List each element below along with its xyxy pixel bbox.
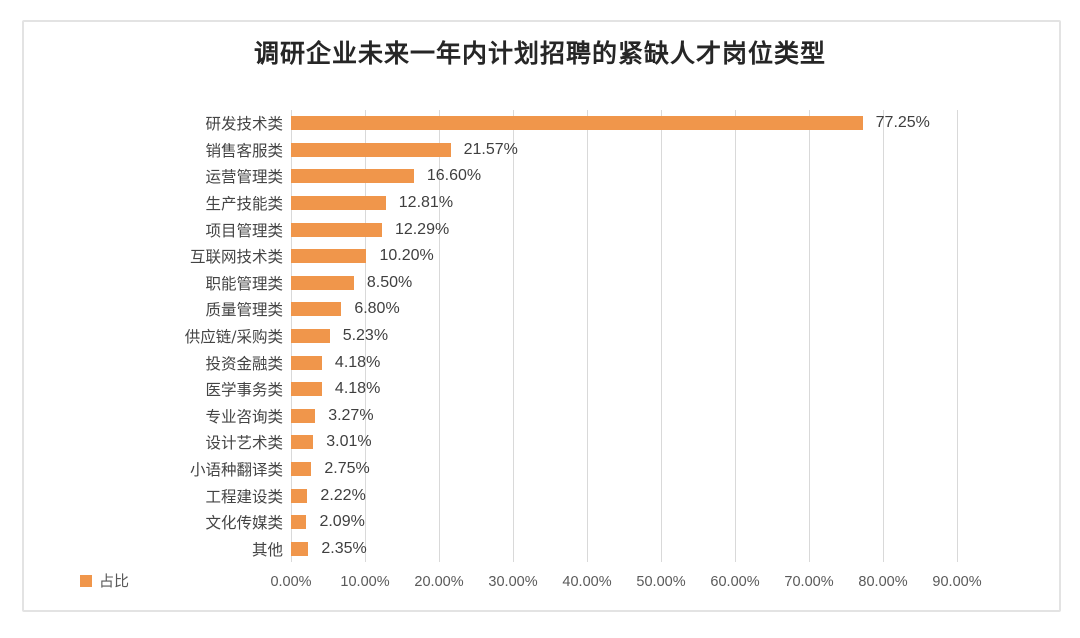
value-label: 3.27% (328, 406, 374, 424)
bar-3 (291, 169, 414, 184)
value-label: 21.57% (463, 140, 518, 158)
value-label: 3.01% (326, 433, 372, 451)
x-tick-label: 20.00% (414, 574, 464, 590)
category-label: 设计艺术类 (205, 434, 283, 453)
gridline (957, 110, 958, 562)
value-label: 2.75% (324, 459, 370, 477)
value-label: 12.81% (398, 194, 454, 212)
bar-14 (291, 461, 312, 476)
value-label: 2.22% (320, 486, 366, 504)
bar-8 (291, 302, 342, 317)
value-label: 2.35% (321, 539, 367, 557)
category-label: 研发技术类 (205, 115, 283, 134)
legend-label: 占比 (99, 572, 130, 590)
category-label: 工程建设类 (205, 487, 283, 506)
category-label: 投资金融类 (205, 354, 283, 373)
gridline (735, 110, 736, 562)
value-label: 77.25% (875, 114, 930, 132)
bar-13 (291, 435, 314, 450)
category-label: 供应链/采购类 (184, 327, 283, 346)
category-label: 小语种翻译类 (189, 460, 283, 479)
gridline (439, 110, 440, 562)
category-label: 其他 (251, 540, 283, 559)
gridline (809, 110, 810, 562)
category-label: 专业咨询类 (205, 407, 283, 426)
value-label: 2.09% (319, 513, 365, 531)
value-label: 4.18% (334, 380, 381, 398)
bar-12 (291, 408, 316, 423)
category-label: 职能管理类 (205, 274, 283, 293)
category-label: 销售客服类 (205, 141, 283, 160)
bar-15 (291, 488, 308, 503)
bar-5 (291, 222, 382, 237)
x-tick-label: 60.00% (710, 574, 760, 590)
category-label: 文化传媒类 (205, 514, 283, 533)
bar-4 (291, 196, 386, 211)
x-tick-label: 10.00% (340, 574, 390, 590)
gridline (587, 110, 588, 562)
bar-7 (291, 275, 354, 290)
bar-6 (291, 249, 367, 264)
plot-area: 77.25% 21.57% 16.60% 12.81% 12.29% 10.20% 8.50… (291, 110, 991, 562)
bar-10 (291, 355, 322, 370)
value-label: 12.29% (394, 220, 450, 238)
category-axis-labels: 研发技术类销售客服类运营管理类生产技能类项目管理类互联网技术类职能管理类质量管理… (0, 110, 283, 562)
bar-9 (291, 329, 330, 343)
gridline (365, 110, 366, 562)
bar-16 (291, 515, 307, 530)
bar-2 (291, 142, 451, 157)
category-label: 运营管理类 (205, 168, 283, 187)
x-tick-label: 30.00% (488, 574, 538, 590)
value-label: 4.18% (334, 353, 381, 371)
category-label: 质量管理类 (205, 301, 283, 320)
value-label: 6.80% (354, 300, 400, 318)
value-label: 10.20% (379, 247, 434, 265)
gridline (513, 110, 514, 562)
x-tick-label: 90.00% (932, 574, 982, 590)
chart-title: 调研企业未来一年内计划招聘的紧缺人才岗位类型 (253, 39, 826, 68)
bar-17 (291, 541, 309, 556)
bar-1 (291, 116, 863, 131)
category-label: 生产技能类 (205, 195, 283, 214)
x-tick-label: 40.00% (562, 574, 612, 590)
legend-swatch-icon (80, 574, 92, 587)
value-label: 8.50% (366, 273, 413, 291)
value-axis-labels: 0.00% 10.00% 20.00% 30.00% 40.00% 50.00% 60.00… (270, 572, 991, 594)
category-label: 互联网技术类 (189, 248, 283, 267)
legend: 占比 (80, 570, 129, 591)
x-tick-label: 50.00% (636, 574, 686, 590)
category-label: 医学事务类 (205, 381, 283, 400)
category-label: 项目管理类 (205, 221, 283, 240)
x-tick-label: 0.00% (270, 574, 312, 590)
gridline (883, 110, 884, 562)
value-label: 16.60% (426, 167, 482, 185)
bar-11 (291, 382, 322, 397)
gridline (661, 110, 662, 562)
x-tick-label: 80.00% (858, 574, 908, 590)
value-label: 5.23% (342, 326, 389, 344)
x-tick-label: 70.00% (784, 574, 834, 590)
